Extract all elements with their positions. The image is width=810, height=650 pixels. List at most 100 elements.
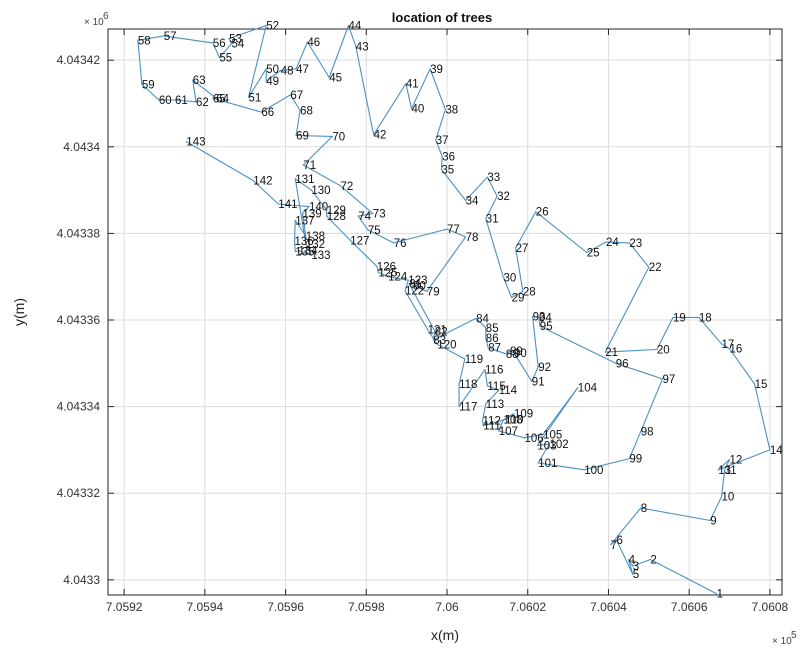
tree-point-label: 104 (578, 383, 598, 395)
tree-point-label: 14 (770, 445, 783, 457)
tree-point-label: 26 (536, 207, 549, 219)
path-segment (485, 218, 505, 279)
x-tick-label: 7.0596 (267, 600, 304, 614)
tree-point-label: 83 (433, 335, 446, 347)
tree-point-label: 9 (710, 516, 716, 528)
path-segment (717, 458, 731, 471)
path-segment (349, 239, 378, 267)
tree-point-label: 111 (483, 421, 500, 433)
tree-point-label: 79 (427, 286, 440, 298)
tree-point-label: 134 (299, 246, 319, 258)
path-segment (260, 94, 291, 113)
path-segment (367, 229, 395, 244)
tree-point-label: 66 (261, 107, 274, 119)
tree-point-label: 72 (341, 181, 354, 193)
path-segment (615, 539, 634, 575)
path-segment (293, 219, 296, 242)
grid (108, 29, 782, 595)
tree-point-label: 70 (332, 131, 345, 143)
tree-point-label: 27 (516, 243, 529, 255)
path-segment (302, 164, 342, 187)
tree-point-label: 73 (373, 209, 386, 221)
path-segment (212, 42, 220, 59)
tree-point-label: 62 (196, 97, 209, 109)
path-segment (486, 385, 500, 391)
path-segment (387, 276, 409, 281)
path-segment (615, 362, 664, 380)
tree-point-label: 107 (499, 426, 518, 438)
path-segment (458, 358, 466, 385)
tree-point-label: 119 (465, 354, 483, 366)
path-segment (724, 458, 731, 471)
path-segment (509, 350, 515, 354)
path-segment (435, 139, 443, 157)
tree-point-label: 78 (466, 232, 479, 244)
x-multiplier-base: × 10 (772, 636, 792, 647)
tree-point-label: 118 (459, 379, 477, 391)
path-segment (404, 290, 429, 331)
tree-point-label: 46 (307, 37, 320, 49)
tree-point-label: 86 (486, 333, 499, 345)
path-segment (174, 99, 197, 103)
path-segment (185, 141, 254, 182)
tree-point-label: 132 (306, 239, 325, 251)
path-segment (212, 97, 262, 113)
tree-point-label: 136 (295, 236, 314, 248)
path-segment (293, 240, 296, 253)
tree-point-label: 80 (413, 280, 426, 292)
x-tick-label: 7.0594 (187, 600, 224, 614)
tree-point-label: 32 (497, 191, 510, 203)
path-segment (486, 176, 498, 197)
x-tick-label: 7.06 (435, 600, 459, 614)
x-tick-label: 7.0608 (752, 600, 789, 614)
tree-point-label: 5 (633, 569, 639, 581)
tree-point-label: 22 (649, 262, 662, 274)
tree-point-label: 54 (232, 39, 245, 51)
y-tick-label: 4.04334 (57, 400, 101, 414)
tree-point-label: 130 (311, 185, 330, 197)
path-segment (357, 212, 374, 217)
path-segment (628, 431, 642, 460)
path-segment (355, 45, 375, 136)
path-segment (429, 68, 446, 111)
tree-point-label: 75 (368, 225, 381, 237)
y-axis-tick-labels: 4.0433 4.04332 4.04334 4.04336 4.04338 4.0434… (57, 53, 101, 587)
path-segment (192, 79, 197, 103)
path-segment (247, 68, 267, 98)
path-segment (163, 35, 214, 44)
path-segment (513, 352, 533, 383)
path-segment (436, 343, 466, 360)
path-segment (141, 83, 160, 101)
tree-point-label: 57 (164, 31, 177, 43)
path-segment (542, 387, 579, 435)
path-segment (485, 195, 498, 220)
tree-point-label: 141 (278, 199, 297, 211)
tree-point-label: 35 (441, 164, 454, 176)
tree-point-label: 129 (327, 205, 346, 217)
tree-point-label: 67 (290, 90, 303, 102)
path-segment (301, 206, 310, 215)
path-segment (632, 558, 651, 567)
path-segment (709, 496, 723, 522)
tree-point-label: 3 (633, 561, 639, 573)
y-tick-label: 4.04342 (57, 53, 101, 67)
tree-point-label: 87 (488, 343, 501, 355)
tree-point-label: 18 (699, 312, 712, 324)
path-segment (482, 419, 506, 427)
path-segment (531, 366, 539, 383)
tree-point-label: 95 (540, 321, 553, 333)
chart-title: location of trees (392, 10, 492, 25)
path-segment (481, 419, 484, 427)
tree-point-label: 97 (663, 374, 676, 386)
tree-point-label: 133 (311, 250, 330, 262)
path-segment (328, 24, 350, 79)
path-segment (586, 241, 607, 254)
path-segment (432, 317, 477, 341)
tree-point-label: 135 (295, 247, 314, 259)
tree-point-label: 108 (504, 415, 523, 427)
y-tick-label: 4.04336 (57, 313, 101, 327)
tree-point-label: 60 (159, 95, 172, 107)
path-segment (301, 212, 307, 237)
path-segment (305, 243, 312, 256)
